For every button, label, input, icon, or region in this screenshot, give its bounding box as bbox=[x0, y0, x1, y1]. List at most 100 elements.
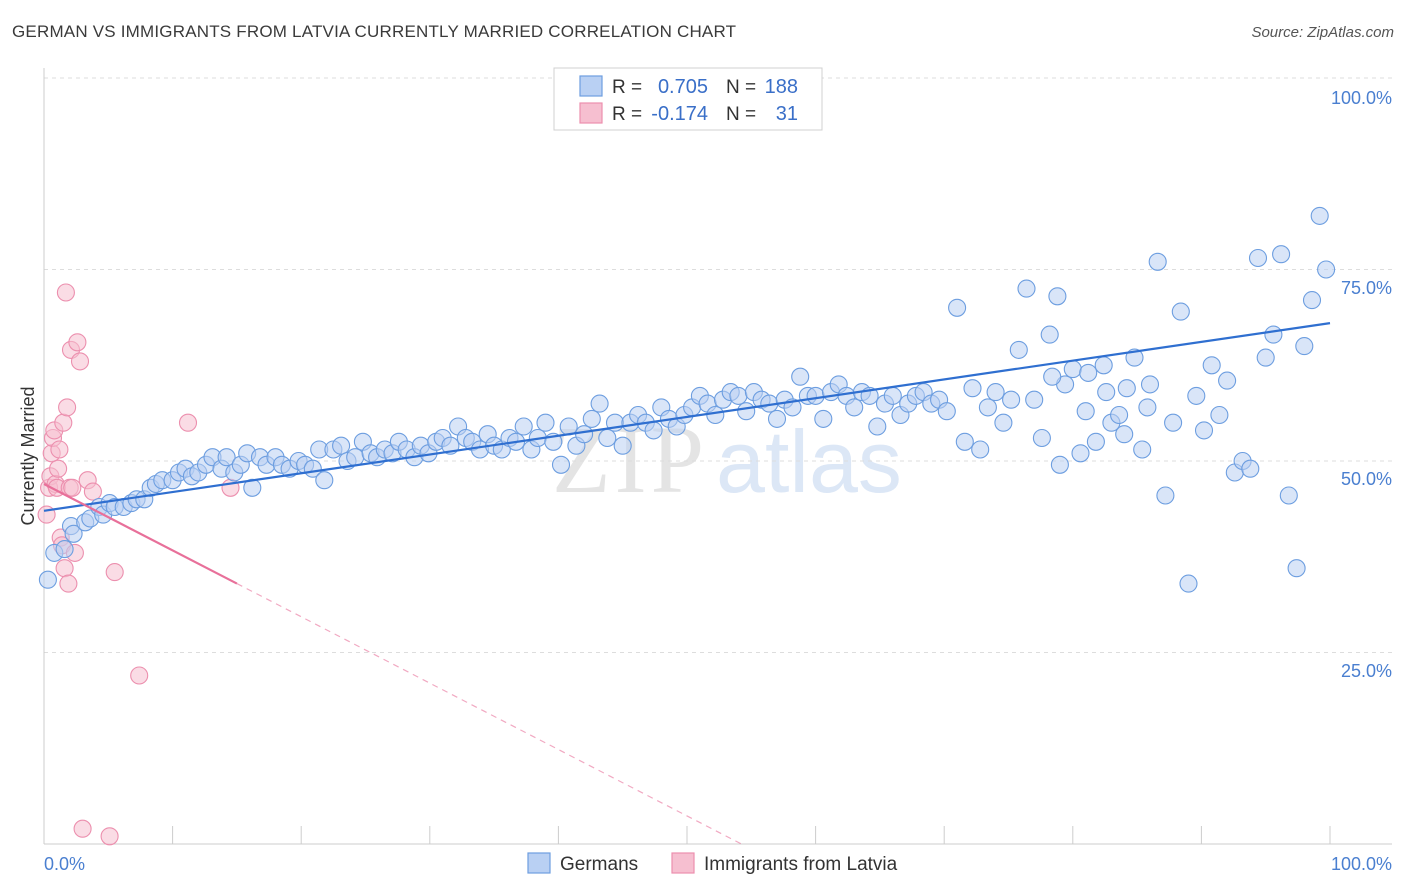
x-tick-label-min: 0.0% bbox=[44, 854, 85, 874]
latvia-point-8 bbox=[49, 459, 68, 478]
bottom-legend-label-germans: Germans bbox=[560, 854, 638, 875]
germans-points bbox=[38, 206, 1336, 593]
germans-point-105 bbox=[806, 386, 825, 405]
germans-point-156 bbox=[1202, 356, 1221, 375]
germans-point-115 bbox=[883, 386, 902, 405]
germans-point-139 bbox=[1071, 444, 1090, 463]
germans-point-130 bbox=[1002, 390, 1021, 409]
germans-point-72 bbox=[551, 455, 571, 474]
latvia-point-14 bbox=[56, 283, 75, 302]
germans-point-40 bbox=[315, 471, 334, 490]
germans-point-80 bbox=[613, 436, 632, 455]
germans-point-165 bbox=[1272, 245, 1291, 264]
bottom-legend-label-latvia: Immigrants from Latvia bbox=[704, 854, 898, 875]
germans-point-4 bbox=[64, 524, 83, 543]
germans-point-147 bbox=[1133, 440, 1152, 459]
x-tick-label-max: 100.0% bbox=[1331, 854, 1392, 874]
germans-point-158 bbox=[1218, 371, 1237, 390]
germans-point-124 bbox=[955, 432, 974, 451]
germans-point-157 bbox=[1210, 405, 1229, 425]
x-axis-ticks bbox=[43, 826, 1331, 844]
germans-point-141 bbox=[1086, 432, 1105, 451]
germans-point-152 bbox=[1171, 302, 1190, 321]
germans-point-176 bbox=[1115, 425, 1134, 444]
germans-point-110 bbox=[845, 398, 864, 417]
series-legend: Germans Immigrants from Latvia bbox=[527, 852, 898, 875]
legend-r-label-1: R = bbox=[612, 104, 642, 125]
germans-point-134 bbox=[1032, 428, 1051, 448]
germans-point-75 bbox=[575, 425, 594, 444]
germans-point-128 bbox=[986, 383, 1005, 402]
germans-point-67 bbox=[514, 417, 533, 436]
germans-point-92 bbox=[706, 405, 725, 425]
germans-point-103 bbox=[791, 367, 810, 386]
bottom-legend-swatch-latvia bbox=[671, 852, 695, 874]
germans-point-95 bbox=[729, 386, 748, 405]
y-tick-label-1: 75.0% bbox=[1341, 278, 1392, 298]
germans-point-0 bbox=[38, 570, 57, 589]
correlation-legend: R = 0.705 N = 188 R = -0.174 N = 31 bbox=[553, 67, 823, 131]
germans-point-113 bbox=[868, 417, 887, 436]
germans-point-174 bbox=[1076, 402, 1095, 421]
latvia-point-13 bbox=[55, 559, 74, 578]
latvia-point-15 bbox=[58, 398, 77, 417]
germans-point-175 bbox=[1097, 383, 1116, 402]
germans-point-142 bbox=[1094, 356, 1113, 375]
germans-point-135 bbox=[1040, 325, 1059, 344]
y-axis-title: Currently Married bbox=[18, 386, 38, 525]
germans-point-177 bbox=[1138, 398, 1157, 417]
legend-n-label-1: N = bbox=[726, 104, 756, 125]
germans-point-84 bbox=[644, 421, 663, 440]
germans-point-164 bbox=[1264, 325, 1283, 344]
germans-point-126 bbox=[971, 440, 990, 459]
legend-n-value-1: 31 bbox=[776, 103, 798, 125]
trend-lines bbox=[43, 322, 1331, 845]
y-tick-label-2: 50.0% bbox=[1341, 469, 1392, 489]
latvia-point-21 bbox=[68, 333, 87, 352]
germans-point-129 bbox=[994, 413, 1013, 432]
y-tick-labels: 100.0% 75.0% 50.0% 25.0% bbox=[1331, 88, 1392, 681]
germans-point-171 bbox=[1317, 260, 1336, 279]
germans-point-123 bbox=[948, 298, 967, 317]
germans-point-163 bbox=[1256, 348, 1275, 367]
germans-point-154 bbox=[1187, 386, 1206, 405]
germans-point-166 bbox=[1279, 486, 1298, 505]
germans-point-140 bbox=[1079, 363, 1098, 382]
germans-point-150 bbox=[1156, 486, 1175, 505]
latvia-point-23 bbox=[73, 819, 92, 838]
gridlines bbox=[44, 77, 1392, 653]
latvia-trend-extension bbox=[236, 583, 742, 845]
germans-point-2 bbox=[55, 540, 74, 559]
legend-r-value-1: -0.174 bbox=[651, 103, 708, 125]
germans-point-127 bbox=[978, 398, 997, 417]
germans-point-76 bbox=[582, 409, 601, 428]
latvia-point-19 bbox=[63, 478, 82, 497]
latvia-point-29 bbox=[178, 413, 198, 432]
germans-point-100 bbox=[767, 409, 787, 428]
legend-n-value-0: 188 bbox=[765, 76, 798, 98]
legend-swatch-germans bbox=[579, 75, 603, 97]
latvia-point-28 bbox=[130, 666, 149, 685]
germans-point-125 bbox=[963, 379, 982, 398]
y-tick-label-3: 25.0% bbox=[1341, 661, 1392, 681]
germans-point-151 bbox=[1164, 413, 1183, 432]
y-tick-label-0: 100.0% bbox=[1331, 88, 1392, 108]
germans-point-149 bbox=[1148, 252, 1167, 271]
germans-point-133 bbox=[1025, 390, 1044, 409]
germans-point-96 bbox=[737, 402, 756, 421]
latvia-point-25 bbox=[83, 482, 102, 501]
latvia-points bbox=[37, 283, 240, 846]
germans-point-155 bbox=[1194, 421, 1214, 440]
legend-r-label-0: R = bbox=[612, 77, 642, 98]
germans-point-172 bbox=[1043, 367, 1062, 386]
germans-point-122 bbox=[937, 402, 956, 421]
latvia-point-16 bbox=[59, 574, 78, 593]
germans-trend-line bbox=[43, 322, 1331, 512]
legend-r-value-0: 0.705 bbox=[658, 76, 708, 98]
germans-point-162 bbox=[1248, 248, 1268, 268]
germans-point-153 bbox=[1179, 574, 1198, 593]
legend-swatch-latvia bbox=[579, 102, 603, 124]
latvia-point-12 bbox=[54, 413, 73, 432]
bottom-legend-swatch-germans bbox=[527, 852, 551, 874]
